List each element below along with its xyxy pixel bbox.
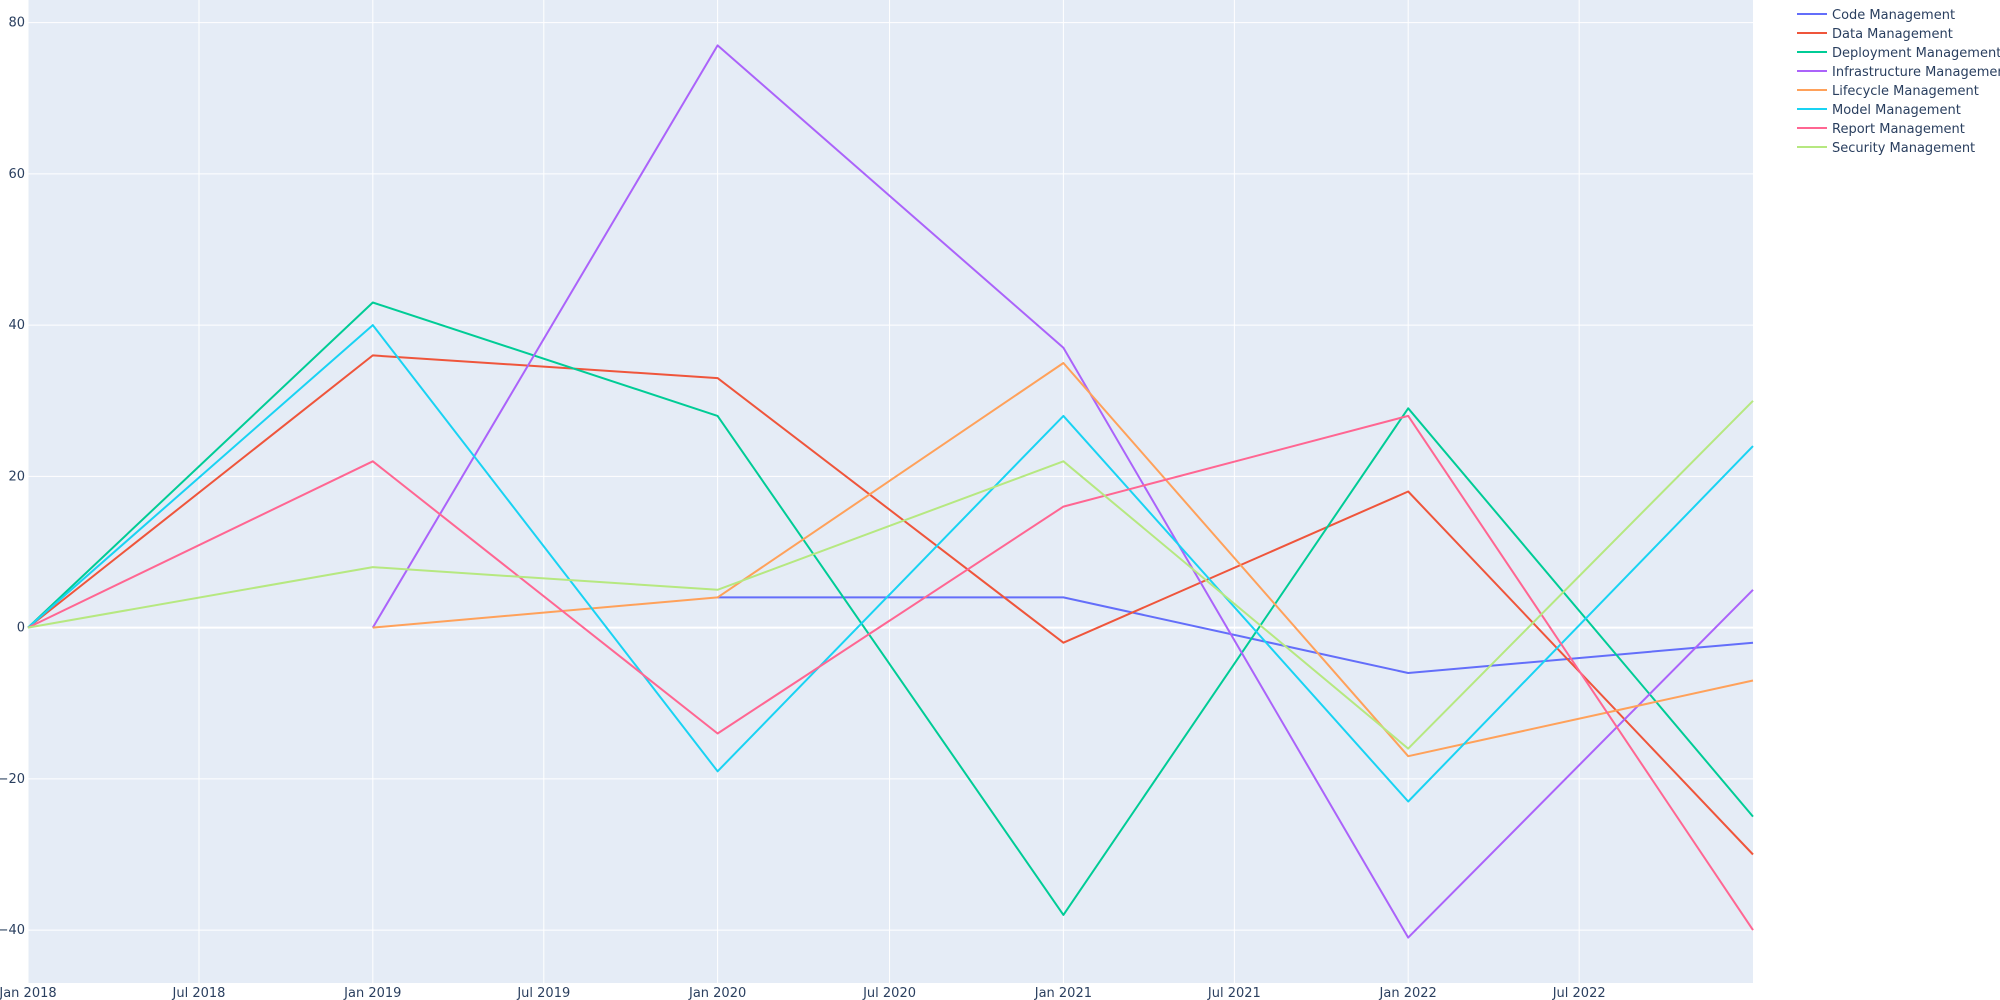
y-tick-label: −20 xyxy=(0,772,25,787)
series-line-model-management xyxy=(27,324,1754,803)
y-tick-label: 80 xyxy=(8,16,25,31)
legend-item-report-management[interactable]: Report Management xyxy=(1797,122,1965,137)
legend-label: Deployment Management xyxy=(1832,46,2000,61)
legend-label: Lifecycle Management xyxy=(1832,84,1979,99)
series-line-security-management xyxy=(27,400,1754,750)
series-lines xyxy=(27,44,1754,939)
legend-item-lifecycle-management[interactable]: Lifecycle Management xyxy=(1797,84,1979,99)
y-tick-label: 0 xyxy=(17,621,25,636)
axis-tick-labels: Jan 2018 Jul 2018 Jan 2019 Jul 2019 Jan 2020… xyxy=(0,16,1606,1000)
series-line-code-management xyxy=(717,596,1754,674)
x-tick-label: Jul 2019 xyxy=(516,986,570,1000)
x-tick-label: Jul 2021 xyxy=(1207,986,1261,1000)
y-tick-label: 20 xyxy=(8,469,25,484)
legend[interactable]: Code Management Data Management Deployment… xyxy=(1797,8,2000,156)
legend-label: Data Management xyxy=(1832,27,1953,42)
x-tick-label: Jul 2020 xyxy=(862,986,916,1000)
x-tick-label: Jan 2018 xyxy=(0,986,57,1000)
legend-label: Model Management xyxy=(1832,103,1961,118)
legend-item-security-management[interactable]: Security Management xyxy=(1797,141,1975,156)
legend-label: Code Management xyxy=(1832,8,1955,23)
legend-item-data-management[interactable]: Data Management xyxy=(1797,27,1953,42)
x-tick-label: Jan 2019 xyxy=(343,986,401,1000)
series-line-deployment-management xyxy=(27,301,1754,916)
y-tick-label: 60 xyxy=(8,167,25,182)
x-tick-label: Jul 2018 xyxy=(172,986,226,1000)
y-tick-label: 40 xyxy=(8,318,25,333)
series-line-data-management xyxy=(27,354,1754,856)
legend-label: Report Management xyxy=(1832,122,1965,137)
legend-item-infrastructure-management[interactable]: Infrastructure Management xyxy=(1797,65,2000,80)
x-tick-label: Jan 2022 xyxy=(1379,986,1437,1000)
series-line-infrastructure-management xyxy=(371,44,1754,939)
series-line-lifecycle-management xyxy=(372,362,1754,758)
legend-label: Security Management xyxy=(1832,141,1975,156)
legend-item-deployment-management[interactable]: Deployment Management xyxy=(1797,46,2000,61)
legend-item-model-management[interactable]: Model Management xyxy=(1797,103,1961,118)
plot-background xyxy=(28,0,1753,983)
series-line-report-management xyxy=(27,414,1754,931)
y-tick-label: −40 xyxy=(0,923,25,938)
legend-item-code-management[interactable]: Code Management xyxy=(1797,8,1955,23)
legend-label: Infrastructure Management xyxy=(1832,65,2000,80)
x-tick-label: Jan 2020 xyxy=(688,986,746,1000)
x-tick-label: Jul 2022 xyxy=(1552,986,1606,1000)
x-tick-label: Jan 2021 xyxy=(1034,986,1092,1000)
